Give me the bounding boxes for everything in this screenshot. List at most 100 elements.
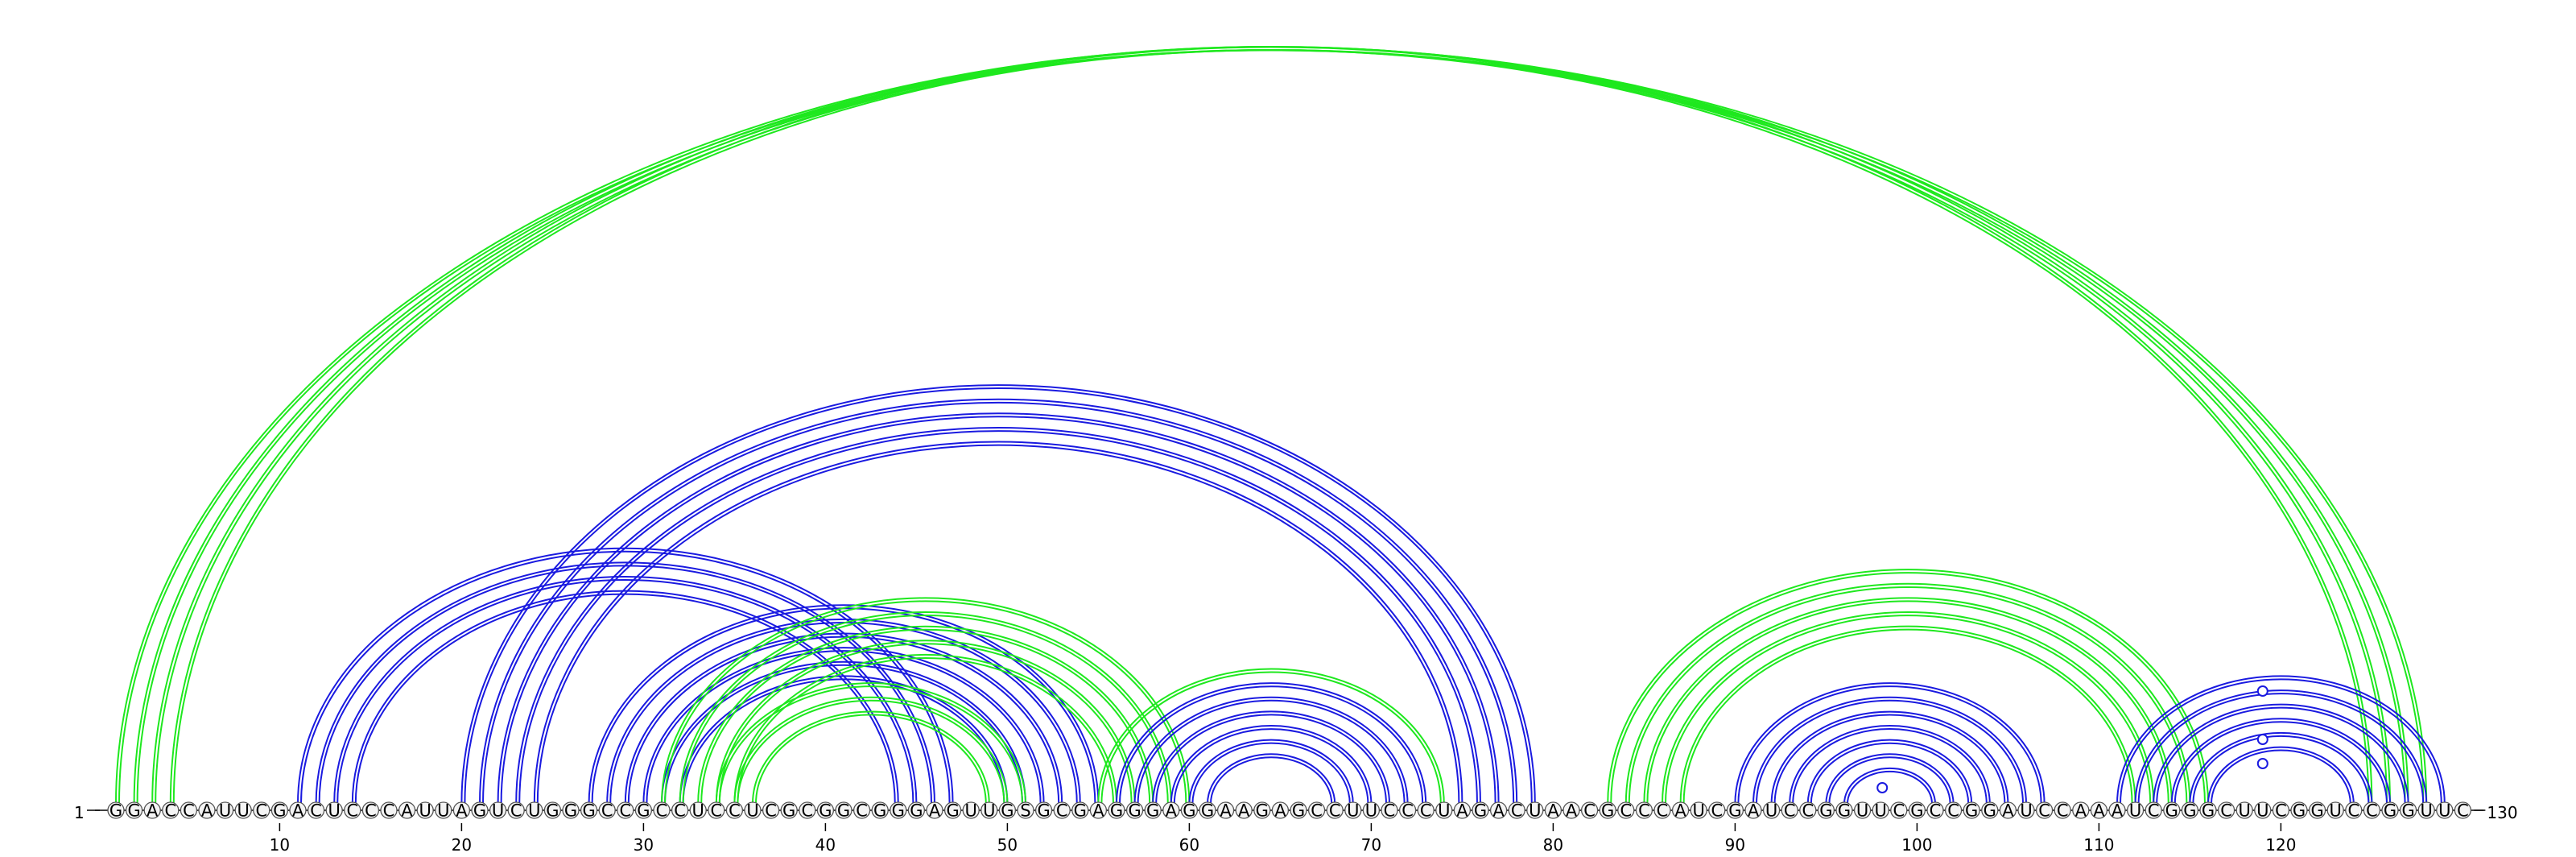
nucleotide-circle <box>2126 801 2145 819</box>
arc-blue-10-1 <box>2134 689 2428 805</box>
nucleotide-circle <box>143 801 161 819</box>
arc-blue-2-4 <box>536 444 1460 805</box>
nucleotide-circle <box>1872 801 1889 819</box>
arc-green-8-2 <box>1643 597 2173 805</box>
nucleotide-circle <box>634 801 653 819</box>
nucleotide-letter: G <box>946 801 959 821</box>
arc-blue-3-4 <box>661 660 1026 805</box>
nucleotide-letter: C <box>2275 801 2287 821</box>
nucleotide-circle <box>1290 801 1307 819</box>
tick-label: 20 <box>452 835 472 855</box>
nucleotide-letter: G <box>273 801 286 821</box>
nucleotide-circle <box>198 801 216 819</box>
arc-blue-6-5 <box>1210 756 1333 805</box>
nucleotide-circle <box>1526 801 1544 819</box>
tick-label: 30 <box>634 835 654 855</box>
nucleotide-letter: C <box>1657 801 1669 821</box>
nucleotide-letter: C <box>255 801 267 821</box>
nucleotide-circle <box>653 801 671 819</box>
arc-blue-3-3 <box>642 647 1045 805</box>
nucleotide-circle <box>1762 801 1781 819</box>
nucleotide-circle <box>2381 801 2399 819</box>
arc-blue-1-3 <box>351 590 899 805</box>
nucleotide-letter: G <box>1984 801 1996 821</box>
nucleotide-letter: G <box>1201 801 1214 821</box>
nucleotide-circle <box>452 801 471 819</box>
arc-blue-3-5 <box>679 675 1009 805</box>
nucleotide-letter: C <box>1583 801 1596 821</box>
nucleotide-letter: U <box>1765 801 1777 821</box>
nucleotide-letter: G <box>1965 801 1978 821</box>
nucleotide-circle <box>2326 801 2344 819</box>
nucleotide-circle <box>380 801 398 819</box>
nucleotide-circle <box>1908 801 1926 819</box>
nucleotide-letter: G <box>892 801 905 821</box>
nucleotide-circle <box>1489 801 1508 819</box>
arc-blue-10-5 <box>2207 746 2355 805</box>
nucleotide-letter: C <box>619 801 631 821</box>
nucleotide-letter: A <box>456 801 468 821</box>
nucleotide-circle <box>1580 801 1599 819</box>
nucleotide-letter: G <box>910 801 923 821</box>
nucleotide-circle <box>998 801 1017 819</box>
arc-green-8-1 <box>1624 582 2191 805</box>
nucleotide-circle <box>489 801 507 819</box>
nucleotide-circle <box>1089 801 1108 819</box>
arc-blue-6-0 <box>1119 685 1424 805</box>
nucleotide-circle <box>617 801 634 819</box>
arc-blue-9-4 <box>1810 742 1970 805</box>
nucleotide-letter: C <box>2457 801 2469 821</box>
arc-blue-9-3 <box>1789 725 1991 805</box>
nucleotide-circle <box>1744 801 1762 819</box>
arc-blue-1-1 <box>318 565 932 805</box>
nucleotide-letter: A <box>401 801 413 821</box>
nucleotide-letter: G <box>1819 801 1832 821</box>
tick-label: 50 <box>997 835 1018 855</box>
nucleotide-circle <box>1708 801 1726 819</box>
nucleotide-letter: U <box>746 801 758 821</box>
nucleotide-letter: C <box>1947 801 1959 821</box>
nucleotide-circle <box>1890 801 1908 819</box>
nucleotide-circle <box>2399 801 2417 819</box>
nucleotide-letter: C <box>2057 801 2069 821</box>
nucleotide-letter: C <box>1056 801 1068 821</box>
arc-green-4-3 <box>715 640 1136 805</box>
nucleotide-circle <box>2235 801 2253 819</box>
arc-green-5-2 <box>752 710 990 805</box>
nucleotide-letter: A <box>1166 801 1178 821</box>
nucleotide-circle <box>835 801 852 819</box>
nucleotide-letter: U <box>1856 801 1868 821</box>
nucleotide-circle <box>1071 801 1089 819</box>
nucleotide-letter: G <box>1128 801 1141 821</box>
nucleotide-letter: U <box>328 801 341 821</box>
nucleotide-letter: C <box>2347 801 2359 821</box>
nucleotide-circle <box>1617 801 1635 819</box>
nucleotide-letter: G <box>1474 801 1487 821</box>
arc-blue-9-2 <box>1770 710 2009 805</box>
arc-blue-3-2 <box>627 636 1060 805</box>
nucleotide-letter: G <box>127 801 140 821</box>
nucleotide-circle <box>1926 801 1944 819</box>
nucleotide-letter: G <box>582 801 595 821</box>
nucleotide-letter: C <box>1893 801 1905 821</box>
nucleotide-letter: U <box>2020 801 2032 821</box>
nucleotide-circle <box>2345 801 2363 819</box>
arc-blue-9-0 <box>1737 685 2042 805</box>
arc-blue-1-3 <box>354 593 896 805</box>
nucleotide-letter: C <box>183 801 195 821</box>
nucleotide-letter: A <box>1748 801 1760 821</box>
nucleotide-circle <box>689 801 707 819</box>
nucleotide-circle <box>2035 801 2054 819</box>
nucleotide-letter: U <box>2438 801 2450 821</box>
arc-blue-2-0 <box>464 387 1533 805</box>
nucleotide-letter: C <box>1311 801 1323 821</box>
nucleotide-circle <box>2308 801 2326 819</box>
nucleotide-letter: C <box>2148 801 2160 821</box>
arc-blue-3-2 <box>624 632 1063 805</box>
tick-label: 10 <box>270 835 290 855</box>
nucleotide-letter: C <box>1620 801 1632 821</box>
nucleotide-letter: G <box>1001 801 1013 821</box>
nucleotide-letter: U <box>2421 801 2433 821</box>
arc-blue-10-3 <box>2170 718 2391 805</box>
nucleotide-circle <box>1835 801 1853 819</box>
